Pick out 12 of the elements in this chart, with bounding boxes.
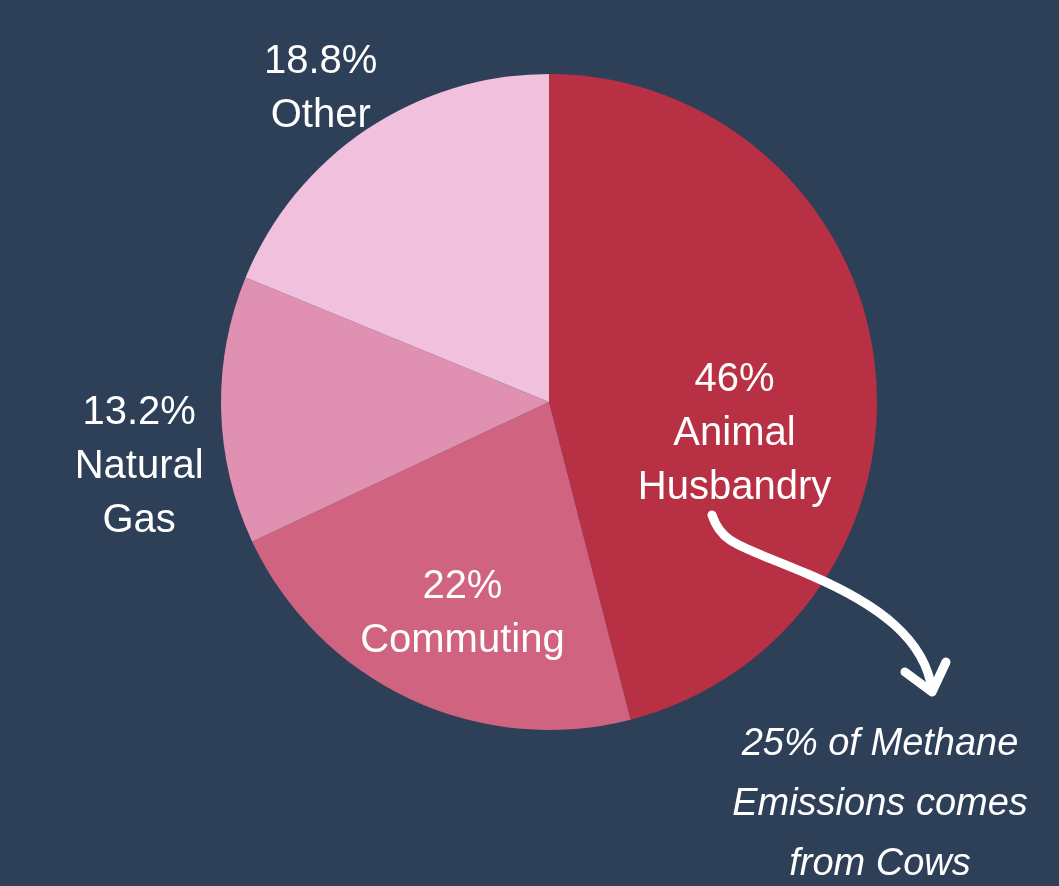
pie-slice xyxy=(221,277,549,542)
data-label: 46% xyxy=(694,354,775,399)
data-label: 13.2% xyxy=(82,388,196,433)
pie-slice xyxy=(252,402,631,730)
pie-slice xyxy=(245,74,549,402)
slice-label: Commuting xyxy=(360,616,565,661)
slice-label: Animal Husbandry xyxy=(637,408,832,507)
slice-label: Natural Gas xyxy=(74,442,204,541)
slice-label: Other xyxy=(270,91,371,136)
data-label: 22% xyxy=(422,562,503,607)
text: 25% of Methane Emissions comes from Cows xyxy=(731,720,1029,885)
data-label: 18.8% xyxy=(263,37,378,82)
